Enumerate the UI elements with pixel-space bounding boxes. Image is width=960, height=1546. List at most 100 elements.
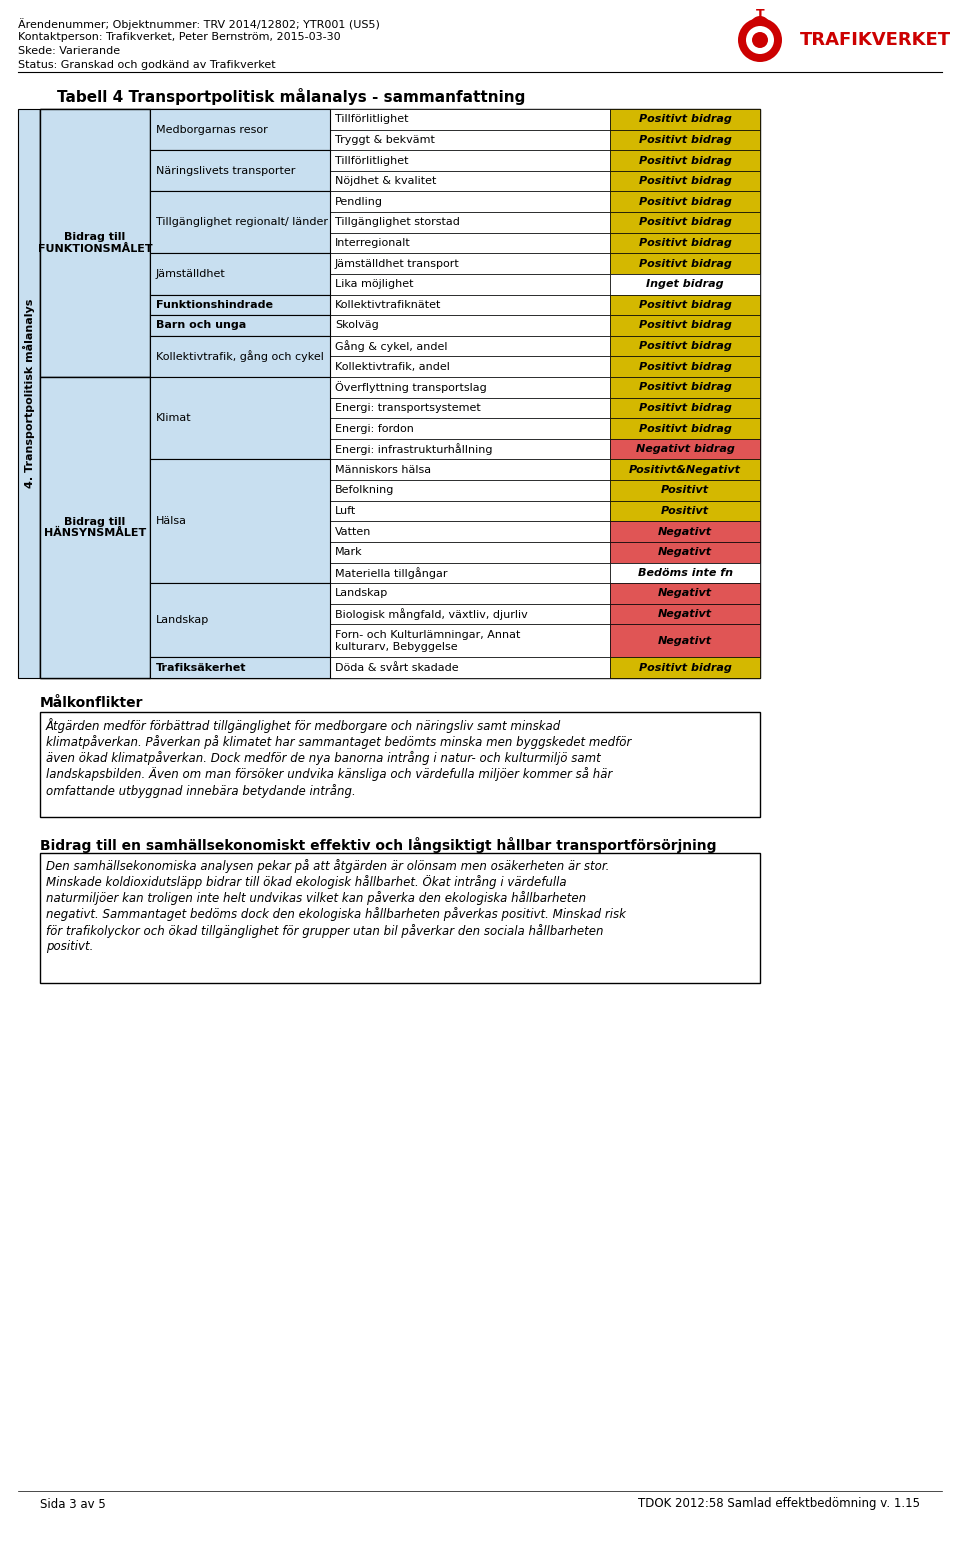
Text: Bidrag till
FUNKTIONSMÅLET: Bidrag till FUNKTIONSMÅLET xyxy=(37,232,153,254)
Text: Positivt: Positivt xyxy=(660,485,709,495)
Text: Tillförlitlighet: Tillförlitlighet xyxy=(335,114,409,124)
Bar xyxy=(150,377,330,459)
Bar xyxy=(330,192,610,212)
Bar xyxy=(610,295,760,315)
Text: Positivt bidrag: Positivt bidrag xyxy=(638,218,732,227)
Bar xyxy=(330,521,610,543)
Text: Positivt bidrag: Positivt bidrag xyxy=(638,196,732,207)
Text: Döda & svårt skadade: Döda & svårt skadade xyxy=(335,663,459,673)
Text: Hälsa: Hälsa xyxy=(156,516,187,526)
Bar xyxy=(610,419,760,439)
Text: Bidrag till
HÄNSYNSMÅLET: Bidrag till HÄNSYNSMÅLET xyxy=(44,516,146,538)
Bar xyxy=(330,357,610,377)
Bar xyxy=(610,439,760,459)
Bar xyxy=(610,315,760,335)
Text: Positivt: Positivt xyxy=(660,506,709,516)
Text: Positivt bidrag: Positivt bidrag xyxy=(638,362,732,371)
Bar xyxy=(610,233,760,254)
Text: Skolväg: Skolväg xyxy=(335,320,379,331)
Bar xyxy=(330,377,610,397)
Bar xyxy=(330,110,610,130)
Text: Funktionshindrade: Funktionshindrade xyxy=(156,300,273,309)
Text: Energi: transportsystemet: Energi: transportsystemet xyxy=(335,404,481,413)
Bar xyxy=(610,254,760,274)
Bar xyxy=(330,439,610,459)
Text: Positivt bidrag: Positivt bidrag xyxy=(638,300,732,309)
Text: Positivt bidrag: Positivt bidrag xyxy=(638,382,732,393)
Text: Klimat: Klimat xyxy=(156,413,192,424)
Bar xyxy=(610,459,760,481)
Bar xyxy=(18,110,40,679)
Bar xyxy=(150,110,330,150)
Text: Tabell 4 Transportpolitisk målanalys - sammanfattning: Tabell 4 Transportpolitisk målanalys - s… xyxy=(57,88,525,105)
Text: Materiella tillgångar: Materiella tillgångar xyxy=(335,567,447,578)
Text: Målkonflikter: Målkonflikter xyxy=(40,696,143,710)
Bar xyxy=(330,657,610,679)
Text: TDOK 2012:58 Samlad effektbedömning v. 1.15: TDOK 2012:58 Samlad effektbedömning v. 1… xyxy=(638,1498,920,1510)
Bar xyxy=(330,335,610,357)
Text: Barn och unga: Barn och unga xyxy=(156,320,247,331)
Text: Negativt: Negativt xyxy=(658,589,712,598)
Bar xyxy=(610,110,760,130)
Bar xyxy=(330,233,610,254)
Text: Kollektivtrafik, andel: Kollektivtrafik, andel xyxy=(335,362,450,371)
Bar xyxy=(330,604,610,625)
Bar xyxy=(40,853,760,983)
Text: Negativt: Negativt xyxy=(658,527,712,536)
Text: Gång & cykel, andel: Gång & cykel, andel xyxy=(335,340,447,352)
Text: 4. Transportpolitisk målanalys: 4. Transportpolitisk målanalys xyxy=(23,298,35,489)
Circle shape xyxy=(752,32,768,48)
Bar xyxy=(610,274,760,295)
Text: Åtgärden medför förbättrad tillgänglighet för medborgare och näringsliv samt min: Åtgärden medför förbättrad tillgänglighe… xyxy=(46,717,632,798)
Bar xyxy=(330,459,610,481)
Bar xyxy=(330,254,610,274)
Text: Den samhällsekonomiska analysen pekar på att åtgärden är olönsam men osäkerheten: Den samhällsekonomiska analysen pekar på… xyxy=(46,860,626,952)
Bar xyxy=(610,625,760,657)
Bar xyxy=(330,212,610,233)
Bar xyxy=(150,315,330,335)
Text: Energi: fordon: Energi: fordon xyxy=(335,424,414,433)
Bar xyxy=(610,335,760,357)
Text: Vatten: Vatten xyxy=(335,527,372,536)
Text: Positivt&Negativt: Positivt&Negativt xyxy=(629,465,741,475)
Text: Ärendenummer; Objektnummer: TRV 2014/12802; YTR001 (US5): Ärendenummer; Objektnummer: TRV 2014/128… xyxy=(18,19,380,29)
Bar xyxy=(610,150,760,172)
Bar xyxy=(150,657,330,679)
Bar xyxy=(150,254,330,295)
Text: Landskap: Landskap xyxy=(335,589,388,598)
Circle shape xyxy=(738,19,782,62)
Text: TRAFIKVERKET: TRAFIKVERKET xyxy=(800,31,951,49)
Bar xyxy=(150,459,330,583)
Bar xyxy=(330,172,610,192)
Bar xyxy=(610,192,760,212)
Text: Landskap: Landskap xyxy=(156,615,209,625)
Text: Negativt bidrag: Negativt bidrag xyxy=(636,444,734,455)
Bar xyxy=(610,377,760,397)
Bar xyxy=(610,397,760,419)
Text: Tillgänglighet storstad: Tillgänglighet storstad xyxy=(335,218,460,227)
Text: Tillgänglighet regionalt/ länder: Tillgänglighet regionalt/ länder xyxy=(156,218,328,227)
Bar xyxy=(610,357,760,377)
Text: Positivt bidrag: Positivt bidrag xyxy=(638,156,732,165)
Text: Lika möjlighet: Lika möjlighet xyxy=(335,280,414,289)
Bar xyxy=(150,335,330,377)
Text: Positivt bidrag: Positivt bidrag xyxy=(638,176,732,186)
Bar xyxy=(40,377,150,679)
Text: Positivt bidrag: Positivt bidrag xyxy=(638,320,732,331)
Bar xyxy=(610,657,760,679)
Text: Inget bidrag: Inget bidrag xyxy=(646,280,724,289)
Text: Nöjdhet & kvalitet: Nöjdhet & kvalitet xyxy=(335,176,437,186)
Text: Bidrag till en samhällsekonomiskt effektiv och långsiktigt hållbar transportförs: Bidrag till en samhällsekonomiskt effekt… xyxy=(40,836,716,853)
Bar xyxy=(330,563,610,583)
Bar xyxy=(150,295,330,315)
Bar xyxy=(40,713,760,816)
Text: Medborgarnas resor: Medborgarnas resor xyxy=(156,125,268,135)
Bar xyxy=(330,130,610,150)
Text: Positivt bidrag: Positivt bidrag xyxy=(638,258,732,269)
Bar xyxy=(330,274,610,295)
Bar xyxy=(330,481,610,501)
Bar xyxy=(610,583,760,604)
Text: Negativt: Negativt xyxy=(658,547,712,557)
Text: Tryggt & bekvämt: Tryggt & bekvämt xyxy=(335,135,435,145)
Text: Näringslivets transporter: Näringslivets transporter xyxy=(156,165,296,176)
